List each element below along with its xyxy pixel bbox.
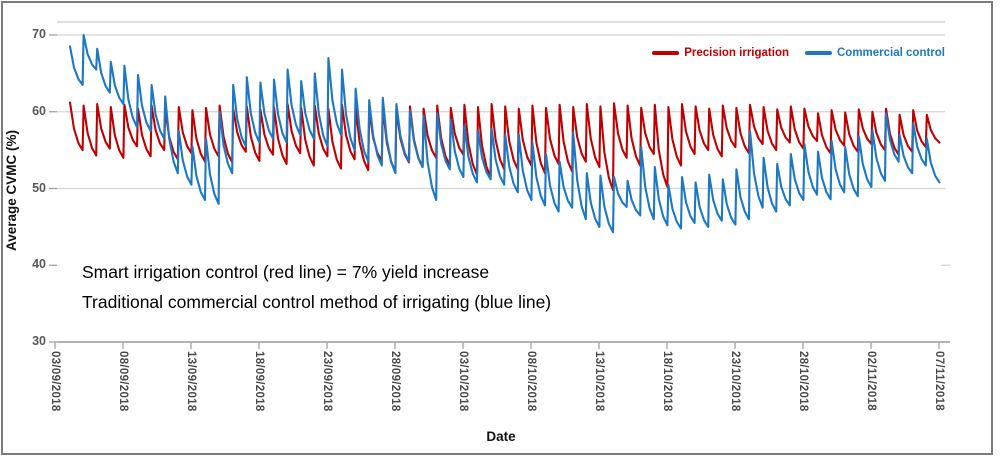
precision-irrigation-line-swatch-icon [652,51,680,55]
x-tick-label: 23/10/2018 [728,351,741,412]
x-tick-label: 08/09/2018 [116,351,129,412]
annotation-line-2: Traditional commercial control method of… [82,292,552,312]
series-line-commercial-control [68,33,941,234]
x-tick-label: 18/10/2018 [660,351,673,412]
y-tick-label: 60 [32,103,46,118]
y-tick-label: 70 [32,27,46,41]
legend: Precision irrigation Commercial control [652,47,945,59]
x-tick-label: 28/10/2018 [796,351,809,412]
legend-item-precision-irrigation: Precision irrigation [652,47,789,59]
x-tick-label: 07/11/2018 [932,351,945,411]
x-tick-label: 03/09/2018 [48,351,61,412]
annotation-text: Smart irrigation control (red line) = 7%… [82,257,562,317]
x-tick-label: 13/10/2018 [592,351,605,412]
annotation-line-1: Smart irrigation control (red line) = 7%… [82,262,490,282]
legend-item-commercial-control: Commercial control [805,47,945,59]
y-tick-label: 40 [32,257,46,272]
y-tick-label: 50 [32,180,46,195]
x-tick-label: 23/09/2018 [320,351,333,412]
commercial-control-line-swatch-icon [805,51,832,55]
legend-label-precision-irrigation: Precision irrigation [684,47,789,59]
x-tick-label: 18/09/2018 [252,351,265,412]
legend-label-commercial-control: Commercial control [837,47,945,59]
x-tick-label: 03/10/2018 [456,351,469,412]
y-tick-label: 30 [32,334,46,348]
x-axis-title: Date [486,429,516,444]
x-tick-label: 08/10/2018 [524,351,537,412]
x-tick-label: 02/11/2018 [864,351,877,411]
x-tick-label: 13/09/2018 [184,351,197,412]
y-axis-title: Average CVMC (%) [4,129,19,251]
x-tick-label: 28/09/2018 [388,351,401,412]
